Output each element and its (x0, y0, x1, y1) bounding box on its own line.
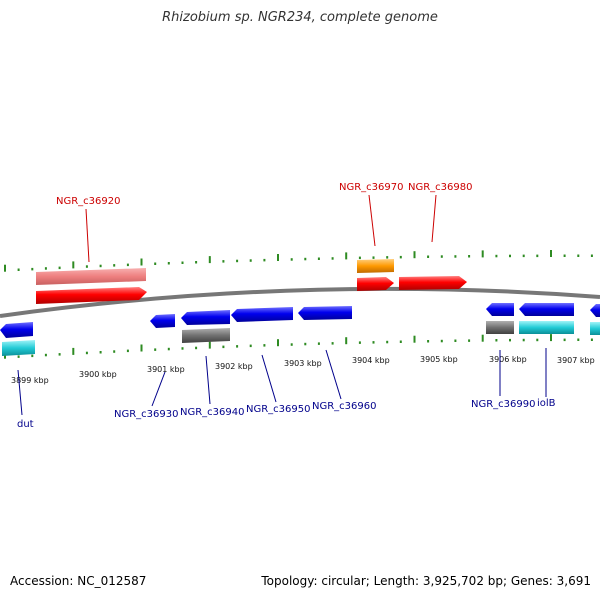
gene-label-ngr-c36920[interactable]: NGR_c36920 (56, 196, 121, 207)
misc-feature[interactable] (486, 321, 514, 334)
tick-label: 3901 kbp (147, 365, 185, 374)
cds-feature[interactable] (2, 340, 35, 356)
gene-label-iolb[interactable]: iolB (537, 398, 556, 409)
gene-label-ngr-c36960[interactable]: NGR_c36960 (312, 401, 377, 412)
reverse-tick-row (4, 334, 593, 359)
tick-label: 3906 kbp (489, 355, 527, 364)
gene-feature[interactable] (519, 303, 574, 316)
gene-label-ngr-c36980[interactable]: NGR_c36980 (408, 182, 473, 193)
accession-text: Accession: NC_012587 (10, 574, 147, 588)
gene-feature[interactable] (590, 304, 600, 317)
cds-feature[interactable] (519, 321, 574, 334)
gene-feature[interactable] (357, 277, 394, 291)
gene-feature[interactable] (486, 303, 514, 316)
tick-label: 3907 kbp (557, 356, 595, 365)
forward-features (36, 259, 467, 304)
gene-label-ngr-c36990[interactable]: NGR_c36990 (471, 399, 536, 410)
cds-feature[interactable] (36, 268, 146, 285)
forward-tick-row (4, 250, 593, 272)
topology-summary-text: Topology: circular; Length: 3,925,702 bp… (261, 574, 591, 588)
cds-feature[interactable] (590, 322, 600, 335)
gene-label-dut[interactable]: dut (17, 419, 34, 430)
gene-label-ngr-c36930[interactable]: NGR_c36930 (114, 409, 179, 420)
reverse-features (0, 303, 600, 356)
gene-feature[interactable] (150, 314, 175, 328)
gene-feature[interactable] (399, 276, 467, 290)
gene-feature[interactable] (298, 306, 352, 320)
tick-label: 3900 kbp (79, 370, 117, 379)
gene-label-ngr-c36940[interactable]: NGR_c36940 (180, 407, 245, 418)
gene-label-ngr-c36950[interactable]: NGR_c36950 (246, 404, 311, 415)
genome-backbone (0, 286, 600, 318)
reverse-leaders (17, 348, 547, 416)
gene-feature[interactable] (0, 322, 33, 338)
gene-feature[interactable] (181, 310, 230, 325)
tick-label: 3903 kbp (284, 359, 322, 368)
gene-feature[interactable] (36, 287, 147, 304)
forward-leaders (85, 194, 437, 263)
misc-feature[interactable] (182, 328, 230, 343)
map-title: Rhizobium sp. NGR234, complete genome (162, 10, 438, 25)
tick-label: 3902 kbp (215, 362, 253, 371)
gene-feature[interactable] (231, 307, 293, 322)
tick-label: 3905 kbp (420, 355, 458, 364)
gene-label-ngr-c36970[interactable]: NGR_c36970 (339, 182, 404, 193)
tick-label: 3899 kbp (11, 376, 49, 385)
rna-feature[interactable] (357, 259, 394, 273)
tick-label: 3904 kbp (352, 356, 390, 365)
tick-labels: 3899 kbp 3900 kbp 3901 kbp 3902 kbp 3903… (11, 355, 595, 385)
